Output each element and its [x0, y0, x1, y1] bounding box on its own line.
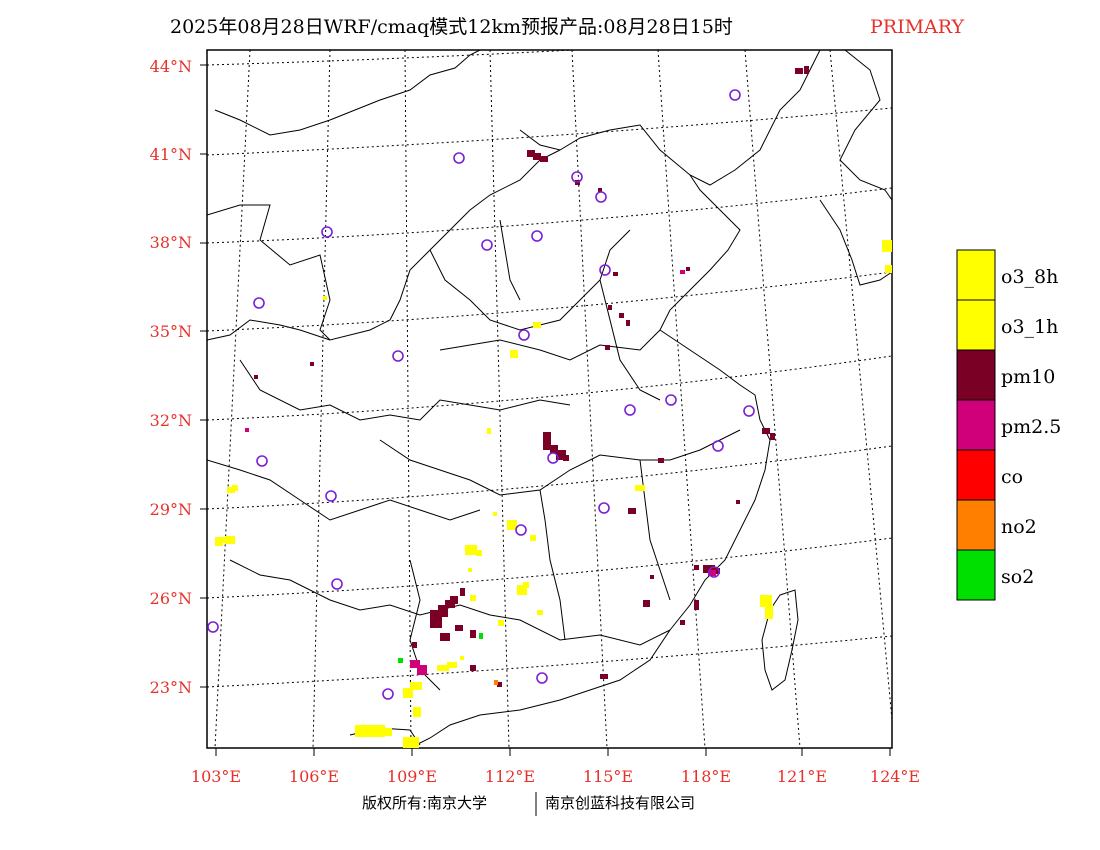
- lon-label: 118°E: [681, 767, 731, 786]
- legend-swatch-pm25: [956, 399, 996, 451]
- legend-label: o3_8h: [1001, 266, 1058, 288]
- lon-label: 115°E: [583, 767, 633, 786]
- lat-label: 32°N: [150, 411, 192, 430]
- lat-axis: 44°N 41°N 38°N 35°N 32°N 29°N 26°N 23°N: [150, 57, 207, 697]
- footer-company: 南京创蓝科技有限公司: [545, 794, 695, 812]
- legend-label: pm2.5: [1001, 416, 1061, 438]
- lon-label: 112°E: [485, 767, 535, 786]
- provincial-borders: [207, 149, 741, 691]
- lat-label: 35°N: [150, 322, 192, 341]
- lat-label: 26°N: [150, 589, 192, 608]
- pollutant-cells: [215, 66, 892, 748]
- legend-swatch-so2: [956, 549, 996, 601]
- map-frame: [206, 49, 893, 749]
- lon-label: 121°E: [777, 767, 827, 786]
- legend-label: so2: [1001, 566, 1034, 588]
- legend: o3_8h o3_1h pm10 pm2.5 co no2 so2: [956, 249, 1061, 601]
- lat-label: 38°N: [150, 233, 192, 252]
- legend-swatch-co: [956, 449, 996, 501]
- legend-label: co: [1001, 466, 1023, 488]
- station-markers: [207, 89, 755, 700]
- map-content: [207, 50, 892, 748]
- legend-swatch-o3-8h: [956, 249, 996, 301]
- lat-label: 44°N: [150, 57, 192, 76]
- lon-label: 106°E: [289, 767, 339, 786]
- lat-gridlines: [207, 50, 892, 688]
- legend-swatch-no2: [956, 499, 996, 551]
- map-title: 2025年08月28日WRF/cmaq模式12km预报产品:08月28日15时: [170, 16, 733, 38]
- lon-axis: 103°E 106°E 109°E 112°E 115°E 118°E 121°…: [191, 748, 920, 786]
- lat-label: 29°N: [150, 500, 192, 519]
- lon-label: 124°E: [870, 767, 920, 786]
- map-tag: PRIMARY: [870, 16, 964, 38]
- legend-label: o3_1h: [1001, 316, 1058, 338]
- lon-gridlines: [214, 50, 892, 748]
- lat-label: 23°N: [150, 678, 192, 697]
- footer-copyright: 版权所有:南京大学: [362, 794, 487, 812]
- legend-swatch-pm10: [956, 349, 996, 401]
- coastline-borders: [214, 50, 892, 748]
- lat-label: 41°N: [150, 145, 192, 164]
- legend-label: pm10: [1001, 366, 1055, 388]
- legend-label: no2: [1001, 516, 1037, 538]
- lon-label: 103°E: [191, 767, 241, 786]
- lon-label: 109°E: [387, 767, 437, 786]
- legend-swatch-o3-1h: [956, 299, 996, 351]
